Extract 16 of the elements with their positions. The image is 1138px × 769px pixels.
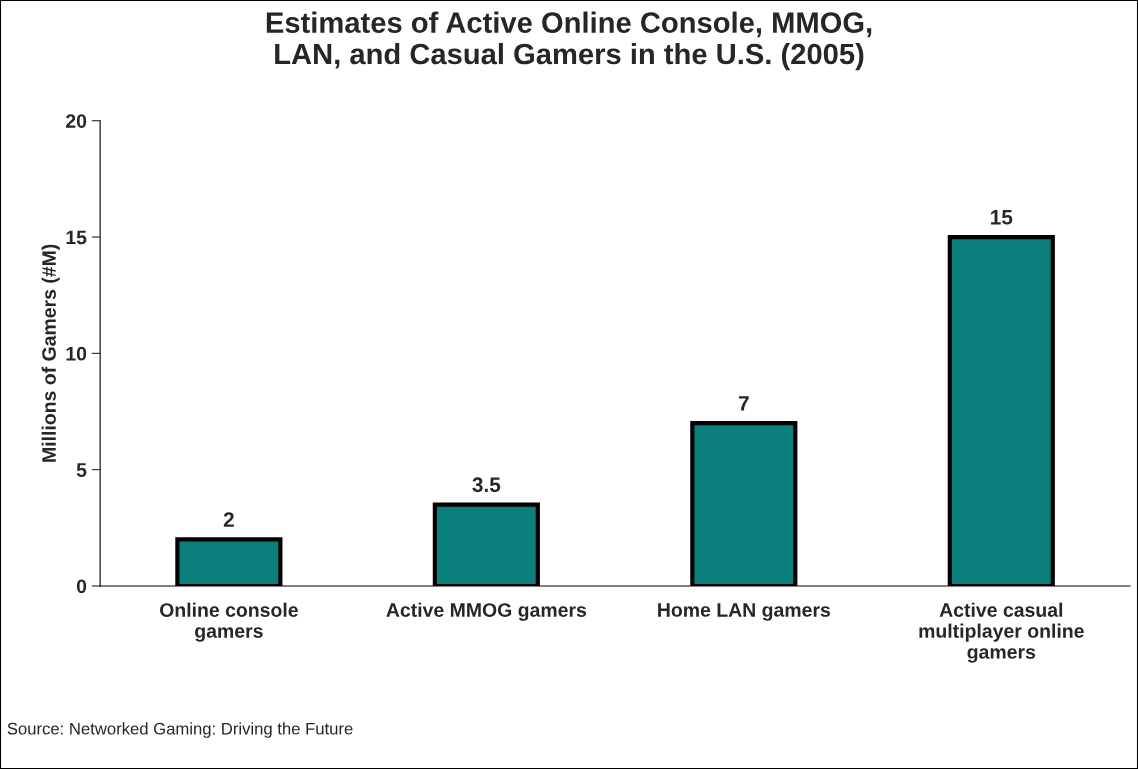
data-label: 15 xyxy=(991,210,1013,225)
y-tick-label: 20 xyxy=(66,114,87,128)
data-label: 7 xyxy=(738,396,749,411)
y-axis-title: Millions of Gamers (#M) xyxy=(41,244,60,462)
x-tick-label: Active MMOG gamers xyxy=(386,602,587,621)
x-tick-label: Active casual multiplayer online gamers xyxy=(919,602,1084,663)
data-label: 2 xyxy=(223,512,234,527)
x-tick-label: Home LAN gamers xyxy=(658,603,831,621)
x-tick-label: Online console gamers xyxy=(160,602,298,642)
y-tick-label: 10 xyxy=(66,346,87,361)
y-tick-label: 5 xyxy=(76,463,87,477)
data-label: 3.5 xyxy=(472,477,501,493)
chart-title: Estimates of Active Online Console, MMOG, LAN, and Casual Gamers in the U.S. (2005) xyxy=(266,11,872,71)
y-tick-label: 0 xyxy=(76,579,87,594)
y-tick-label: 15 xyxy=(66,230,87,245)
source-note: Source: Networked Gaming: Driving the Future xyxy=(7,722,353,738)
